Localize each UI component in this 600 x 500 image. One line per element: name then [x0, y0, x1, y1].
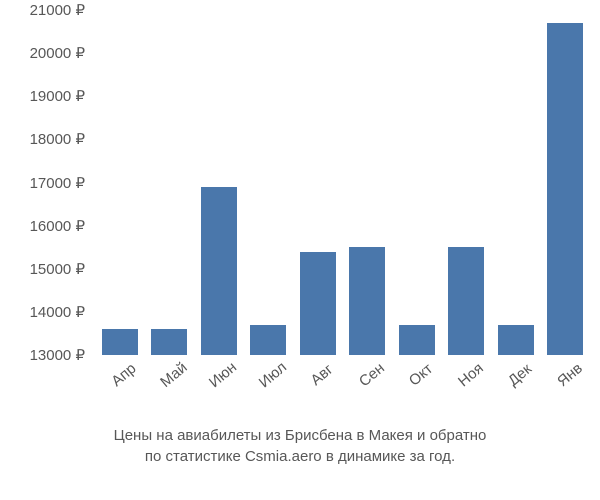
bar-slot	[194, 10, 244, 355]
bar-slot	[293, 10, 343, 355]
y-axis: 13000 ₽14000 ₽15000 ₽16000 ₽17000 ₽18000…	[0, 10, 90, 355]
x-tick-label: Янв	[540, 346, 600, 424]
bar-slot	[541, 10, 591, 355]
chart-caption: Цены на авиабилеты из Брисбена в Макея и…	[0, 425, 600, 467]
bar	[201, 187, 237, 355]
y-tick-label: 13000 ₽	[30, 346, 85, 364]
y-tick-label: 16000 ₽	[30, 217, 85, 235]
bar-slot	[145, 10, 195, 355]
y-tick-label: 21000 ₽	[30, 1, 85, 19]
bar-slot	[491, 10, 541, 355]
bar	[448, 247, 484, 355]
caption-line-2: по статистике Csmia.aero в динамике за г…	[145, 448, 455, 465]
bars-container	[95, 10, 590, 355]
caption-line-1: Цены на авиабилеты из Брисбена в Макея и…	[114, 427, 487, 444]
y-tick-label: 15000 ₽	[30, 260, 85, 278]
bar	[300, 252, 336, 356]
bar	[547, 23, 583, 355]
y-tick-label: 14000 ₽	[30, 303, 85, 321]
y-tick-label: 19000 ₽	[30, 87, 85, 105]
bar-slot	[392, 10, 442, 355]
y-tick-label: 17000 ₽	[30, 174, 85, 192]
bar-slot	[244, 10, 294, 355]
y-tick-label: 18000 ₽	[30, 130, 85, 148]
plot-area	[95, 10, 590, 355]
y-tick-label: 20000 ₽	[30, 44, 85, 62]
bar-slot	[442, 10, 492, 355]
bar-slot	[343, 10, 393, 355]
bar	[349, 247, 385, 355]
bar-slot	[95, 10, 145, 355]
x-axis: АпрМайИюнИюлАвгСенОктНояДекЯнв	[95, 360, 590, 420]
price-chart: 13000 ₽ 14000 ₽ 15000 ₽ 16000 ₽ 17000 ₽ 18000…	[0, 10, 600, 390]
